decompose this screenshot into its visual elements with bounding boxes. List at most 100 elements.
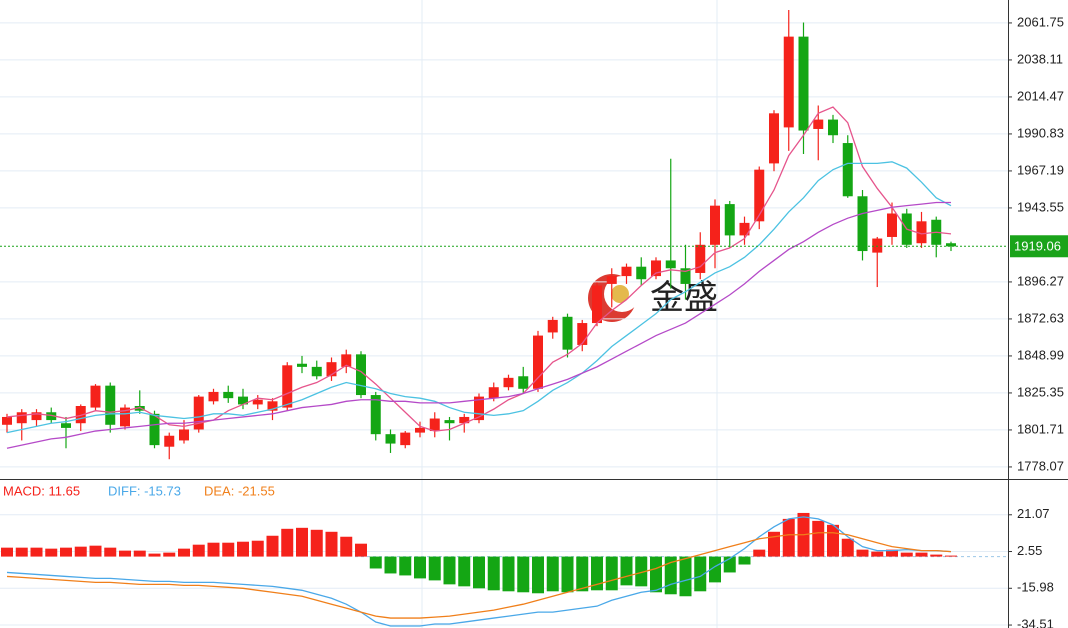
candle-body [311,366,322,377]
y-tick-label: 2061.75 [1017,14,1064,29]
macd-bar [325,531,338,557]
macd-bar [30,547,43,557]
candle-body [724,204,735,236]
macd-bar [443,556,456,585]
candle-body [90,385,101,408]
macd-bar [340,536,353,557]
macd-bar [473,556,485,589]
macd-bar [369,556,382,569]
candle-body [75,406,86,424]
macd-bar [15,547,28,557]
macd-bar [45,548,58,557]
candle-body [415,427,425,433]
macd-bar [546,556,559,592]
macd-bar [782,518,795,557]
y-tick-label: -15.98 [1017,580,1054,595]
candle-body [341,354,352,367]
y-tick-label: 2.55 [1017,543,1042,558]
candle-body [326,362,337,377]
candle-body [621,266,632,277]
last-price-box [1010,235,1068,258]
macd-bar [399,556,412,576]
macd-bar [886,549,898,557]
macd-bar [650,556,662,593]
macd-bar [458,556,471,587]
y-tick-label: -34.51 [1017,616,1054,628]
candle-body [370,395,381,435]
candle-body [857,196,868,252]
macd-bar [841,538,854,557]
candle-body [562,316,573,350]
candle-body [503,377,514,388]
candle-body [592,285,602,324]
candle-body [946,243,956,247]
candle-body [356,354,366,396]
macd-bar [664,556,677,595]
macd-bar [812,520,825,557]
macd-bar [827,524,839,557]
macd-bar [251,540,264,557]
macd-bar [296,527,308,557]
candle-body [680,268,691,284]
macd-bar [871,551,884,557]
macd-bar [605,556,618,591]
macd-bar [133,550,146,557]
candle-body [872,238,883,253]
candle-body [828,119,838,136]
moving-average-line [6,161,952,434]
macd-bar [266,535,279,557]
candle-body [547,319,558,333]
macd-bar [856,549,869,557]
candle-body [769,113,779,164]
candle-body [783,36,794,128]
y-tick-label: 1801.71 [1017,421,1064,436]
macd-bar [355,543,367,557]
y-tick-label: 1990.83 [1017,125,1064,140]
candle-body [887,213,897,237]
macd-line [6,532,952,619]
macd-bar [753,549,766,557]
candle-body [2,416,12,425]
candle-body [149,413,160,446]
macd-bar [163,552,176,557]
macd-bar [222,542,235,557]
macd-bar [532,556,544,594]
candle-body [16,412,27,424]
macd-bar [384,556,397,574]
candle-body [208,391,219,402]
candle-body [120,407,130,427]
candle-body [429,418,440,432]
candle-body [651,260,661,277]
candle-body [105,385,116,425]
candle-body [665,260,676,269]
candle-body [164,435,175,447]
macd-header: DEA: -21.55 [204,483,275,498]
macd-bar [561,556,574,593]
macd-bar [694,556,707,592]
candle-body [474,396,484,421]
macd-bar [74,546,87,557]
macd-header: DIFF: -15.73 [108,483,181,498]
macd-bar [930,554,943,557]
macd-line [6,516,952,627]
macd-bar [148,553,161,557]
macd-bar [576,556,589,592]
candle-body [238,396,248,405]
macd-bar [709,556,721,583]
macd-bar [119,550,131,557]
macd-bar [178,548,190,557]
moving-average-line [6,106,952,432]
macd-bar [414,556,426,579]
candle-body [739,222,750,236]
candle-body [267,401,278,411]
macd-header: MACD: 11.65 [3,483,80,498]
y-tick-label: 1896.27 [1017,273,1064,288]
macd-bar [915,552,928,557]
candle-body [31,412,42,421]
macd-bar [310,529,323,557]
candle-body [518,376,529,389]
macd-bar [738,556,751,565]
y-tick-label: 1848.99 [1017,347,1064,362]
